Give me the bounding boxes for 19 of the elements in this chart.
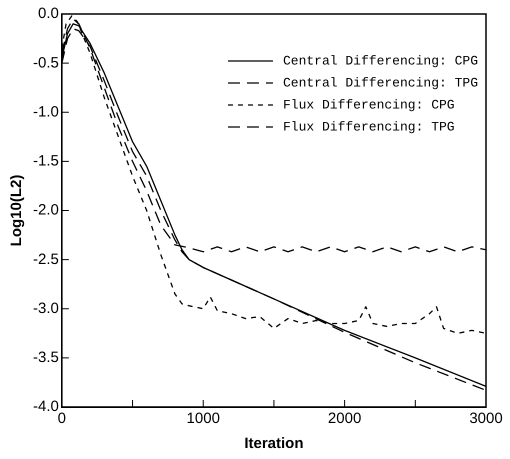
y-tick-label: -3.0 [32,300,59,317]
legend-label: Flux Differencing: TPG [282,119,455,134]
y-tick-label: -4.0 [32,398,59,416]
y-tick-label: -1.5 [32,152,59,170]
legend-label: Flux Differencing: CPG [282,97,455,112]
y-axis-title: Log10(L2) [8,174,26,246]
x-tick-label: 0 [58,410,66,428]
x-tick-label: 1000 [186,410,220,428]
y-tick-label: -2.5 [32,250,59,268]
y-tick-label: -1.0 [32,103,59,120]
y-tick-label: -2.0 [32,202,59,219]
legend-label: Central Differencing: CPG [282,53,478,68]
y-tick-label: -3.5 [32,349,59,366]
x-tick-label: 2000 [328,410,362,428]
x-axis-title: Iteration [244,435,304,452]
legend-label: Central Differencing: TPG [282,75,478,90]
x-tick-label: 3000 [469,410,503,428]
y-tick-label: -0.5 [32,54,59,72]
y-tick-label: 0.0 [38,5,59,22]
